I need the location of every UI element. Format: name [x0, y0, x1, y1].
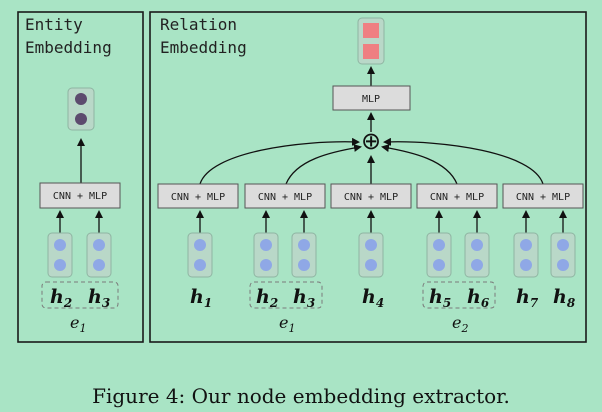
- relation-cnn-mlp-box: [416, 183, 498, 209]
- input-node: [365, 259, 377, 271]
- module-to-combine-arrow: [199, 137, 360, 185]
- input-node: [93, 259, 105, 271]
- relation-mlp-box: [332, 85, 411, 111]
- input-label-h7: h7: [516, 286, 539, 310]
- input-node: [557, 239, 569, 251]
- input-node: [471, 259, 483, 271]
- relation-panel-title-line1: Relation: [160, 15, 237, 34]
- input-node: [433, 259, 445, 271]
- input-node: [471, 239, 483, 251]
- input-label-h5: h5: [429, 286, 451, 310]
- relation-embedding-panel: Relation Embedding MLP ⊕ CNN + MLP CNN +…: [149, 11, 587, 343]
- input-node: [54, 259, 66, 271]
- relation-input-vector: [550, 232, 576, 278]
- input-node: [260, 239, 272, 251]
- input-node: [260, 259, 272, 271]
- relation-cnn-mlp-box: [157, 183, 239, 209]
- relation-cnn-mlp-label: CNN + MLP: [258, 192, 312, 203]
- relation-input-vector: [464, 232, 490, 278]
- input-node: [54, 239, 66, 251]
- relation-input-vector: [291, 232, 317, 278]
- entity-cnn-mlp-label: CNN + MLP: [53, 191, 107, 202]
- relation-cnn-mlp-box: [502, 183, 584, 209]
- entity-label-e2: e2: [452, 313, 468, 335]
- entity-input-vector: [86, 232, 112, 278]
- relation-input-group-e2: [422, 281, 496, 309]
- relation-cnn-mlp-label: CNN + MLP: [516, 192, 570, 203]
- input-node: [194, 259, 206, 271]
- entity-label-e1: e1: [279, 313, 295, 335]
- entity-cnn-mlp-box: [39, 182, 121, 209]
- input-label-h4: h4: [362, 286, 384, 310]
- relation-input-vector: [426, 232, 452, 278]
- input-node: [93, 239, 105, 251]
- module-to-combine-arrow: [285, 144, 362, 185]
- entity-output-vector: [67, 87, 95, 131]
- input-label-h1: h1: [190, 286, 212, 310]
- input-node: [194, 239, 206, 251]
- input-node: [557, 259, 569, 271]
- entity-output-node: [75, 113, 87, 125]
- relation-input-group-e1: [249, 281, 323, 309]
- module-to-combine-arrow: [381, 144, 458, 185]
- module-to-combine-arrow: [383, 137, 544, 185]
- entity-panel-title-line1: Entity: [25, 15, 83, 34]
- relation-input-vector: [253, 232, 279, 278]
- relation-input-vector: [358, 232, 384, 278]
- relation-cnn-mlp-label: CNN + MLP: [430, 192, 484, 203]
- input-label-h6: h6: [467, 286, 490, 310]
- combine-operator: ⊕: [361, 127, 381, 155]
- relation-output-cell: [363, 44, 379, 59]
- relation-panel-title-line2: Embedding: [160, 38, 247, 57]
- input-label-h8: h8: [553, 286, 576, 310]
- relation-cnn-mlp-box: [330, 183, 412, 209]
- entity-embedding-panel: Entity Embedding CNN + MLP h2 h3 e1: [17, 11, 144, 343]
- input-label-h2: h2: [50, 286, 72, 310]
- input-node: [433, 239, 445, 251]
- relation-mlp-label: MLP: [362, 94, 380, 105]
- input-label-h3: h3: [88, 286, 110, 310]
- relation-input-vector: [513, 232, 539, 278]
- input-label-h2: h2: [256, 286, 278, 310]
- relation-input-vector: [187, 232, 213, 278]
- entity-output-node: [75, 93, 87, 105]
- input-node: [520, 239, 532, 251]
- input-node: [298, 259, 310, 271]
- relation-cnn-mlp-label: CNN + MLP: [344, 192, 398, 203]
- relation-output-cell: [363, 23, 379, 38]
- entity-panel-title-line2: Embedding: [25, 38, 112, 57]
- entity-label-e1: e1: [70, 313, 86, 335]
- relation-cnn-mlp-label: CNN + MLP: [171, 192, 225, 203]
- figure-caption: Figure 4: Our node embedding extractor.: [92, 384, 510, 408]
- relation-cnn-mlp-box: [244, 183, 326, 209]
- input-label-h3: h3: [293, 286, 315, 310]
- entity-input-vector: [47, 232, 73, 278]
- input-node: [520, 259, 532, 271]
- input-node: [365, 239, 377, 251]
- input-node: [298, 239, 310, 251]
